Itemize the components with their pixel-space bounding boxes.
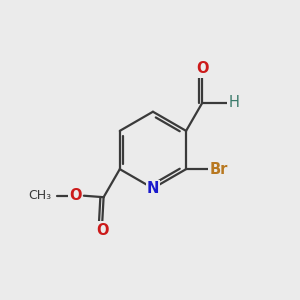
Text: O: O xyxy=(69,188,81,203)
Text: N: N xyxy=(147,181,159,196)
Text: O: O xyxy=(96,223,108,238)
Text: CH₃: CH₃ xyxy=(28,189,51,202)
Text: O: O xyxy=(196,61,208,76)
Text: H: H xyxy=(229,95,239,110)
Text: Br: Br xyxy=(209,162,228,177)
